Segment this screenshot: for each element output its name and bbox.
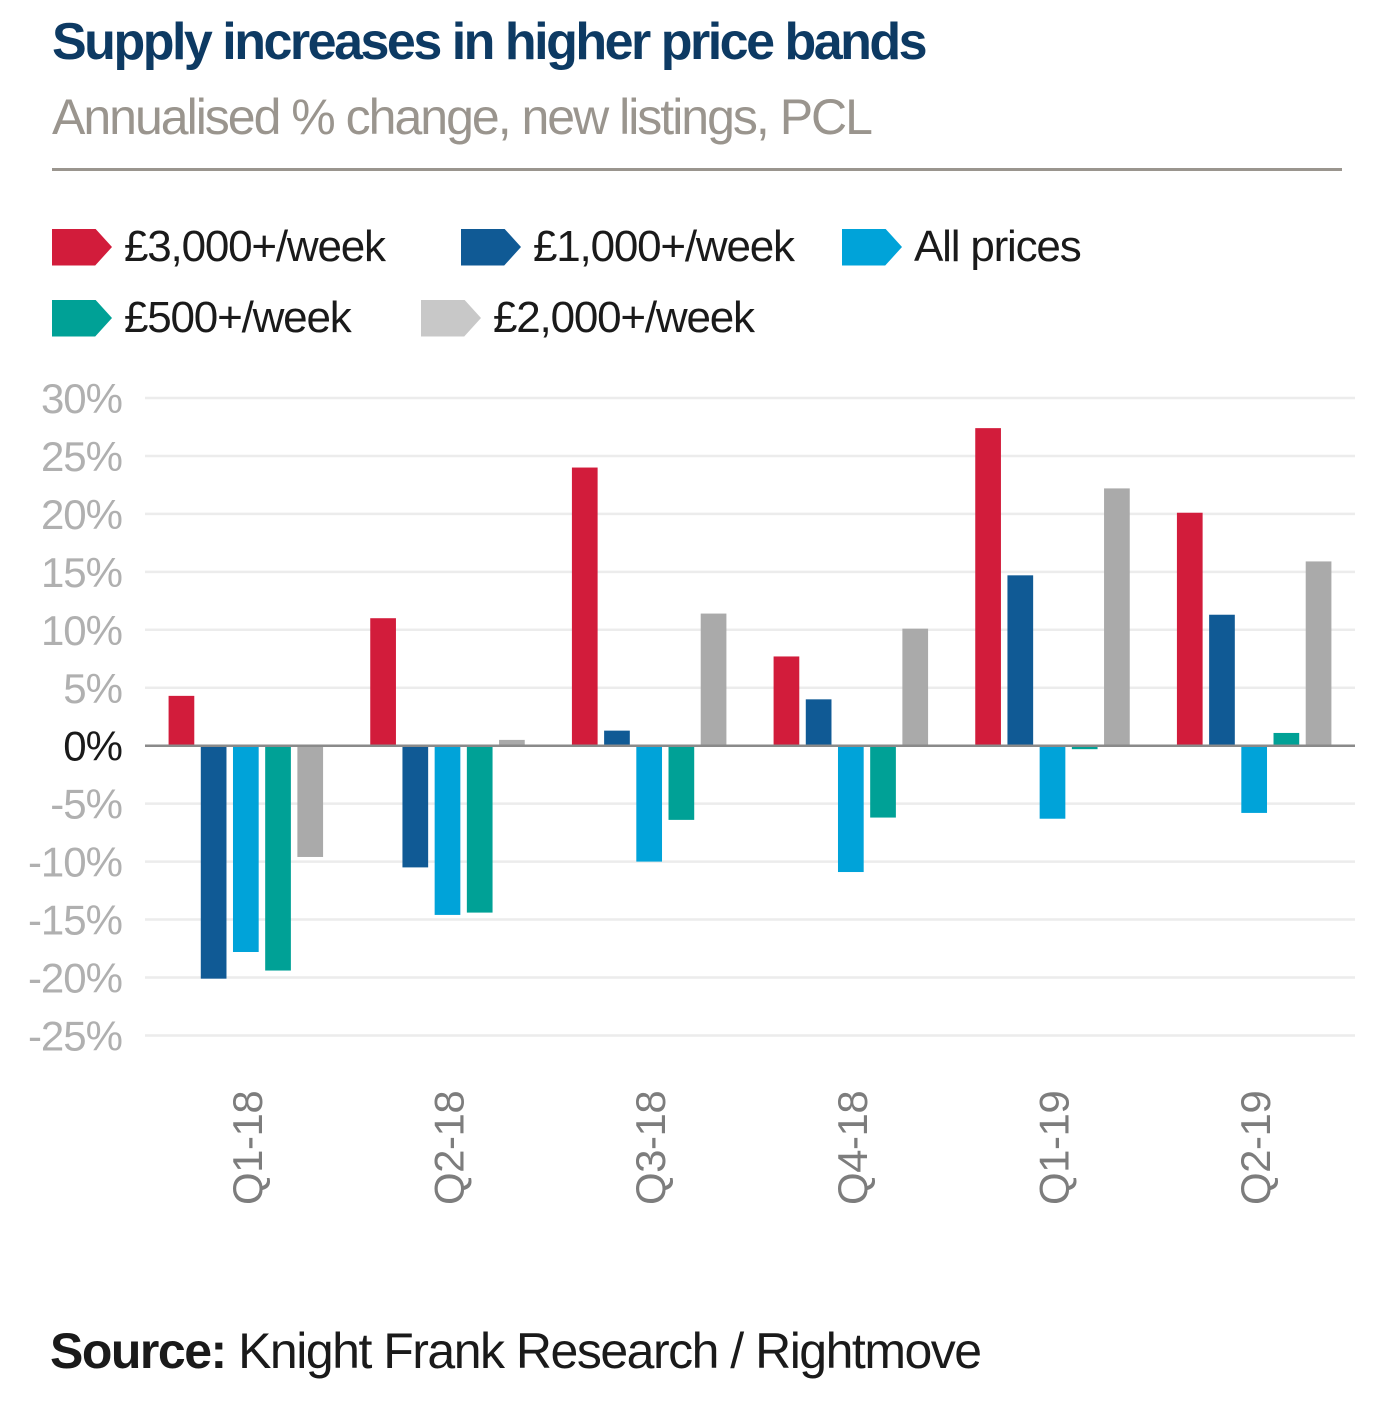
bar — [1273, 732, 1300, 746]
legend-marker-icon — [842, 228, 902, 266]
legend-marker-icon — [52, 299, 112, 337]
source-note: Source: Knight Frank Research / Rightmov… — [50, 1322, 982, 1380]
bar — [466, 745, 493, 913]
bar — [1176, 512, 1203, 746]
title-divider — [52, 168, 1342, 171]
y-tick-label: 5% — [63, 665, 122, 712]
y-tick-label: -10% — [28, 839, 122, 886]
bar — [168, 695, 195, 746]
source-text: Knight Frank Research / Rightmove — [225, 1323, 982, 1379]
bar — [668, 745, 695, 820]
bar — [636, 745, 663, 862]
bar — [604, 730, 630, 746]
y-tick-label: -20% — [28, 955, 122, 1002]
legend-label: £2,000+/week — [493, 293, 755, 342]
bar — [297, 745, 324, 857]
bar — [434, 745, 461, 915]
bar-chart: 30% 25% 20% 15% 10% 5% 0% -5% -10% -15% -20% -25% Q… — [28, 375, 1355, 1205]
x-tick-label: Q4-18 — [829, 1091, 876, 1205]
y-tick-label: -15% — [28, 897, 122, 944]
legend-item: All prices — [842, 222, 1082, 272]
legend-item: £3,000+/week — [52, 222, 386, 272]
legend-marker-icon — [461, 228, 521, 266]
y-tick-label: 30% — [41, 375, 122, 422]
bar — [370, 618, 396, 746]
source-label: Source: — [50, 1323, 227, 1379]
y-tick-label: 20% — [41, 491, 122, 538]
bar — [499, 739, 525, 746]
x-tick-label: Q3-18 — [627, 1091, 674, 1205]
bar — [837, 745, 864, 873]
legend-label: £3,000+/week — [124, 222, 386, 271]
bar — [1007, 575, 1034, 746]
x-axis-ticks: Q1-18 Q2-18 Q3-18 Q4-18 Q1-19 Q2-19 — [224, 1091, 1279, 1205]
bar — [1305, 561, 1332, 746]
legend-marker-icon — [421, 299, 481, 337]
x-tick-label: Q1-19 — [1031, 1091, 1078, 1205]
bar — [700, 613, 727, 746]
chart-title: Supply increases in higher price bands — [52, 13, 928, 71]
bar — [1209, 614, 1235, 746]
bar — [1241, 745, 1268, 813]
bar — [773, 656, 800, 746]
y-tick-label: 10% — [41, 607, 122, 654]
bar — [805, 699, 832, 746]
gridlines — [145, 396, 1355, 1037]
x-tick-label: Q2-19 — [1232, 1091, 1279, 1205]
bar — [265, 745, 291, 971]
y-tick-label: -5% — [50, 781, 122, 828]
legend-item: £1,000+/week — [461, 222, 795, 272]
chart-subtitle: Annualised % change, new listings, PCL — [52, 89, 873, 145]
x-tick-label: Q2-18 — [426, 1091, 473, 1205]
legend-item: £2,000+/week — [421, 293, 755, 343]
legend-label: £1,000+/week — [533, 222, 795, 271]
legend-item: £500+/week — [52, 293, 352, 343]
x-tick-label: Q1-18 — [224, 1091, 271, 1205]
legend-marker-icon — [52, 228, 112, 266]
bar — [1071, 745, 1098, 750]
legend-label: £500+/week — [124, 293, 352, 342]
bars — [168, 428, 1332, 979]
bar — [870, 745, 896, 818]
y-tick-label: 15% — [41, 549, 122, 596]
y-tick-label: -25% — [28, 1012, 122, 1059]
y-tick-label: 25% — [41, 433, 122, 480]
legend-label: All prices — [914, 222, 1082, 271]
bar — [1039, 745, 1066, 819]
bar — [902, 628, 929, 746]
bar — [232, 745, 259, 953]
bar — [975, 428, 1001, 746]
y-tick-label: 0% — [63, 723, 122, 770]
bar — [200, 745, 227, 979]
y-axis-ticks: 30% 25% 20% 15% 10% 5% 0% -5% -10% -15% -20% -25% — [28, 375, 123, 1059]
bar — [402, 745, 429, 868]
bar — [1104, 488, 1130, 746]
bar — [571, 467, 598, 746]
